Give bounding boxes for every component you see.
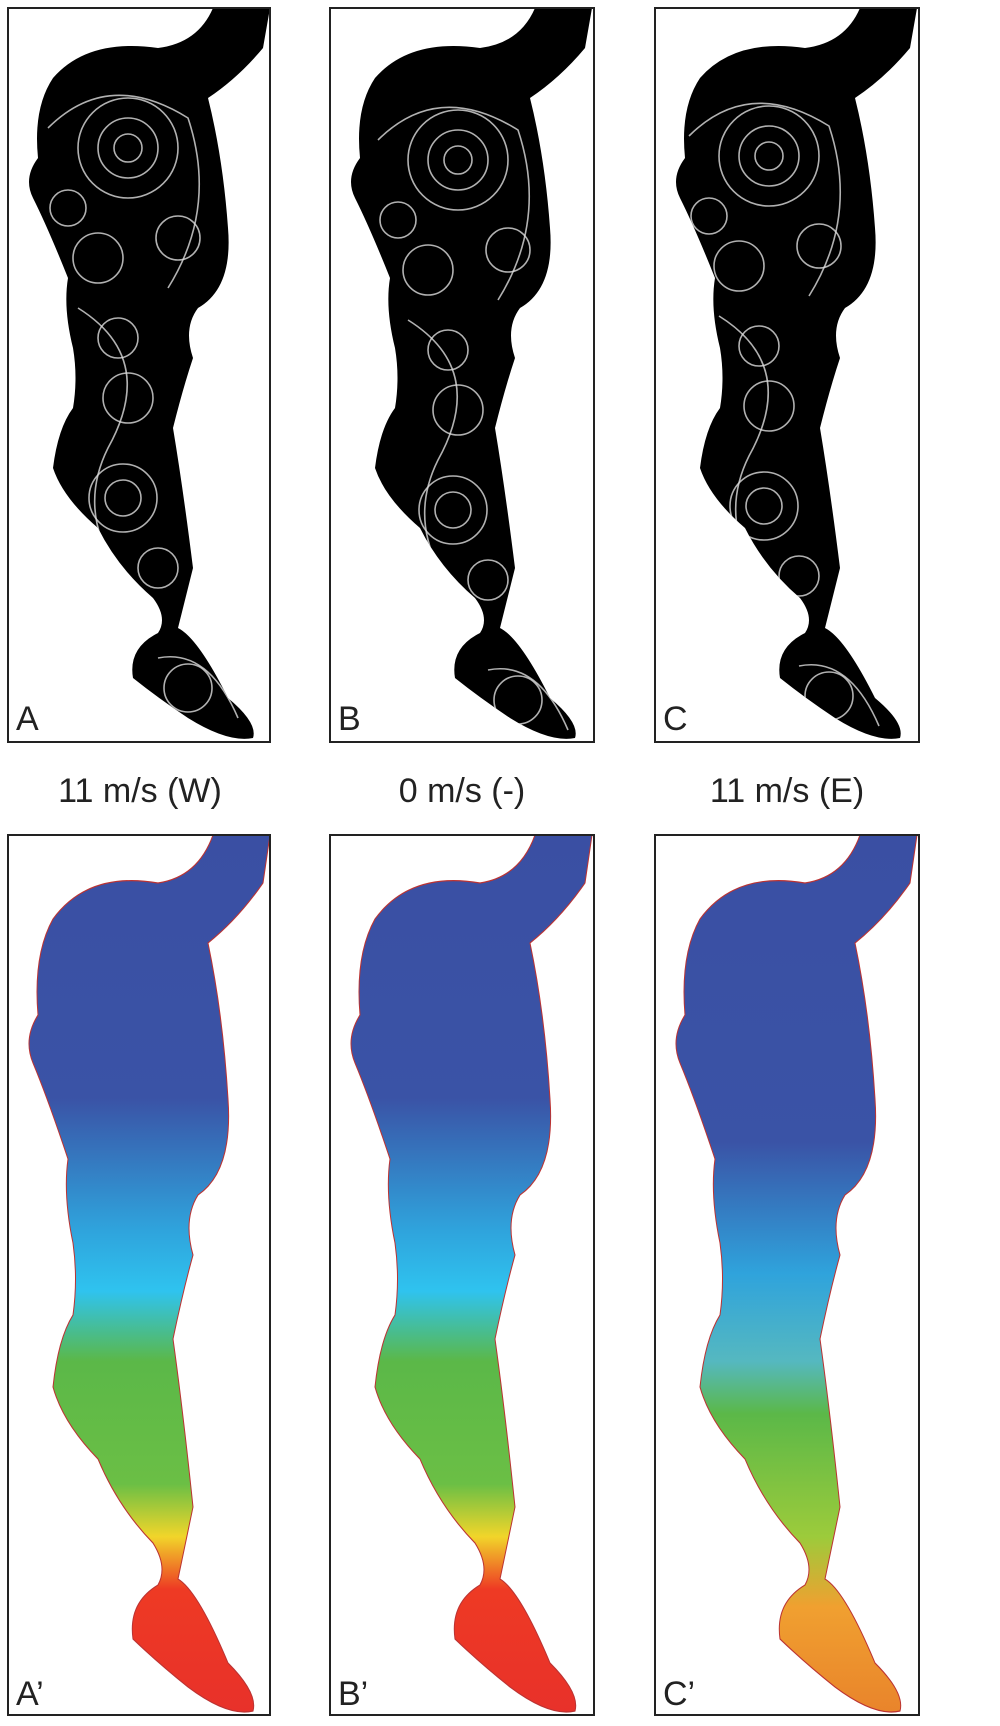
- panel-label: A: [16, 700, 39, 738]
- wind-label: 11 m/s (W): [58, 772, 222, 810]
- panel-a-prime: A’: [8, 835, 270, 1715]
- page: {"top_panels": [{"label": "A"}, {"label"…: [0, 0, 1000, 1721]
- panel-label: B’: [338, 1675, 368, 1713]
- panel-b: B: [330, 8, 594, 742]
- wind-label: 11 m/s (E): [710, 772, 864, 810]
- panel-label: B: [338, 700, 361, 738]
- panel-c: C: [655, 8, 919, 742]
- panel-c-prime: C’: [655, 835, 919, 1715]
- panel-label: C’: [663, 1675, 695, 1713]
- panel-label: C: [663, 700, 688, 738]
- wind-label: 0 m/s (-): [399, 772, 526, 810]
- panel-a: A: [8, 8, 270, 742]
- figure: A B C 11 m/s (W) 0 m/s (-) 11 m/s (E) A’…: [0, 0, 1000, 1721]
- panel-b-prime: B’: [330, 835, 594, 1715]
- panel-label: A’: [16, 1675, 44, 1713]
